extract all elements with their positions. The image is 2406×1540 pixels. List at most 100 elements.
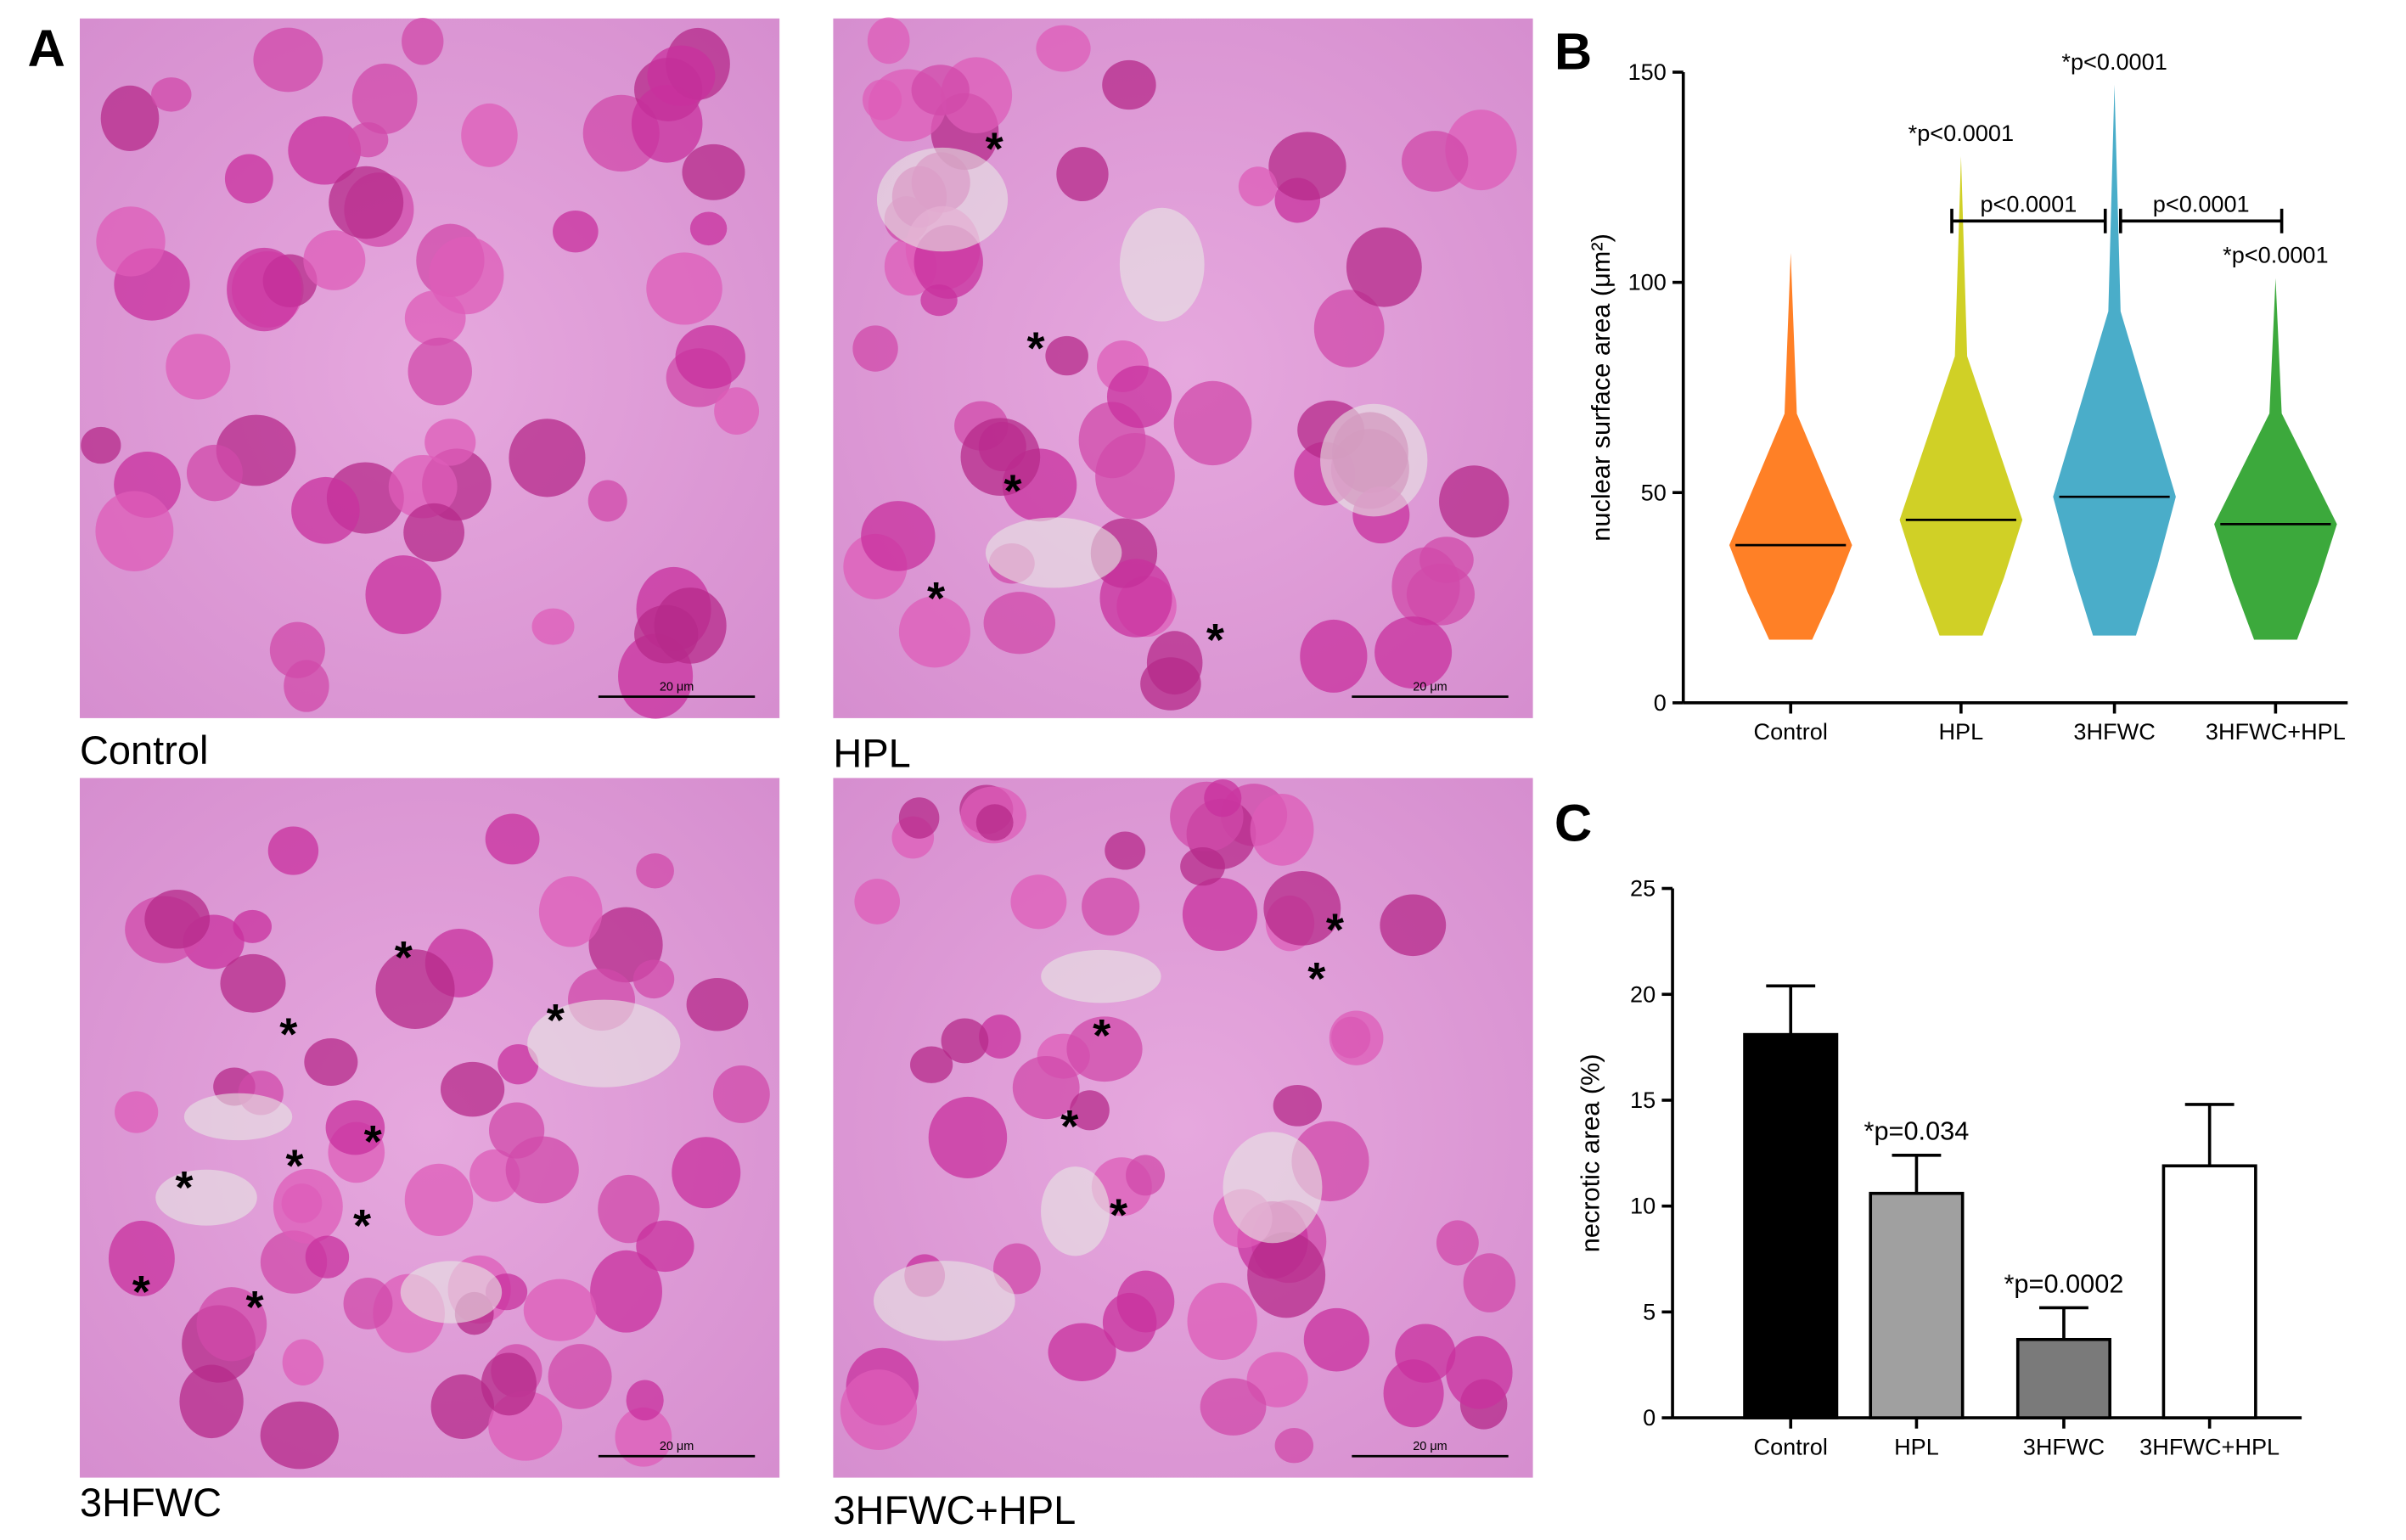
y-tick-label: 0 <box>1643 1404 1656 1430</box>
bracket-label: p<0.0001 <box>1980 190 2077 216</box>
nucleus <box>329 166 404 239</box>
nucleus <box>1303 1307 1369 1372</box>
nucleus <box>682 143 745 200</box>
asterisk: * <box>1307 953 1326 1004</box>
nucleus <box>1446 1335 1513 1409</box>
nucleus <box>273 1168 343 1245</box>
clear-area <box>527 999 681 1088</box>
nucleus <box>485 813 540 865</box>
asterisk: * <box>285 1141 304 1192</box>
panel-letter: B <box>1554 22 1592 81</box>
nucleus <box>1204 778 1242 818</box>
asterisk: * <box>353 1200 372 1251</box>
nucleus <box>403 503 465 562</box>
nucleus <box>975 804 1014 841</box>
nucleus <box>1066 1016 1143 1082</box>
nucleus <box>179 1364 244 1439</box>
swarm-cloud <box>1899 156 2023 636</box>
nucleus <box>408 337 472 406</box>
nucleus <box>1102 59 1156 110</box>
nucleus <box>96 206 166 277</box>
nucleus <box>689 211 728 246</box>
clear-area <box>873 1261 1015 1341</box>
nucleus <box>166 334 231 400</box>
asterisk: * <box>1326 904 1345 955</box>
y-tick-label: 15 <box>1630 1087 1656 1113</box>
nucleus <box>626 1380 664 1421</box>
asterisk: * <box>927 573 946 624</box>
nucleus <box>220 953 286 1013</box>
nucleus <box>615 1407 672 1467</box>
y-tick-label: 5 <box>1643 1298 1656 1324</box>
nucleus <box>488 1102 545 1159</box>
asterisk: * <box>1110 1190 1128 1241</box>
asterisk: * <box>175 1162 194 1213</box>
nucleus <box>1187 1282 1257 1361</box>
clear-area <box>183 1093 293 1141</box>
nucleus <box>325 1100 385 1155</box>
nucleus <box>636 1220 694 1273</box>
swarm-cloud <box>1729 252 1852 640</box>
nucleus <box>343 1277 393 1329</box>
nucleus <box>867 17 910 65</box>
nucleus <box>291 476 360 544</box>
asterisk: * <box>1026 323 1045 374</box>
swarm-cloud <box>2214 278 2337 640</box>
nucleus <box>523 1279 597 1341</box>
nucleus <box>587 480 627 522</box>
nucleus <box>388 454 458 519</box>
clear-area <box>1041 1166 1110 1256</box>
y-tick-label: 150 <box>1628 59 1667 85</box>
significance-label: *p<0.0001 <box>2223 242 2328 268</box>
nucleus <box>305 1235 350 1279</box>
nucleus <box>960 418 1041 496</box>
nucleus <box>288 116 362 185</box>
x-tick-label: Control <box>1754 1433 1828 1459</box>
nucleus <box>840 1369 918 1450</box>
y-tick-label: 20 <box>1630 981 1656 1007</box>
nucleus <box>1106 365 1172 429</box>
y-axis-label: necrotic area (%) <box>1575 1054 1605 1252</box>
nucleus <box>979 1014 1021 1059</box>
nucleus <box>100 85 160 151</box>
nucleus <box>1436 1220 1479 1266</box>
nucleus <box>430 1374 495 1440</box>
asterisk: * <box>279 1009 298 1059</box>
scale-bar-label: 20 μm <box>1413 680 1447 694</box>
nucleus <box>712 1065 770 1123</box>
nucleus <box>481 1352 537 1416</box>
nucleus <box>1056 147 1109 202</box>
x-tick-label: 3HFWC+HPL <box>2206 718 2346 745</box>
nucleus <box>1048 1323 1116 1381</box>
panel-letter: A <box>28 20 65 78</box>
nucleus <box>1082 877 1140 936</box>
nucleus <box>898 596 970 668</box>
nucleus <box>548 1344 612 1409</box>
nucleus <box>1273 1084 1322 1127</box>
y-tick-label: 50 <box>1641 479 1667 505</box>
nucleus <box>151 77 192 112</box>
clear-area <box>1041 949 1161 1003</box>
nucleus <box>632 959 675 999</box>
asterisk: * <box>364 1116 383 1167</box>
clear-area <box>876 147 1009 252</box>
micrograph-caption: Control <box>80 728 208 773</box>
nucleus <box>1012 1055 1080 1120</box>
nucleus <box>647 45 716 106</box>
y-tick-label: 100 <box>1628 269 1667 295</box>
nucleus <box>1439 465 1509 538</box>
clear-area <box>1223 1132 1323 1244</box>
swarm-cloud <box>2053 84 2176 636</box>
nucleus <box>304 1037 358 1086</box>
micrograph <box>79 778 780 1478</box>
asterisk: * <box>1003 465 1022 516</box>
nucleus <box>1463 1253 1516 1312</box>
nucleus <box>1099 559 1172 638</box>
nucleus <box>253 27 323 93</box>
asterisk: * <box>1060 1101 1079 1152</box>
asterisk: * <box>132 1267 151 1318</box>
nucleus <box>375 949 455 1030</box>
nucleus <box>862 79 902 121</box>
nucleus <box>898 797 940 839</box>
nucleus <box>282 1339 324 1385</box>
